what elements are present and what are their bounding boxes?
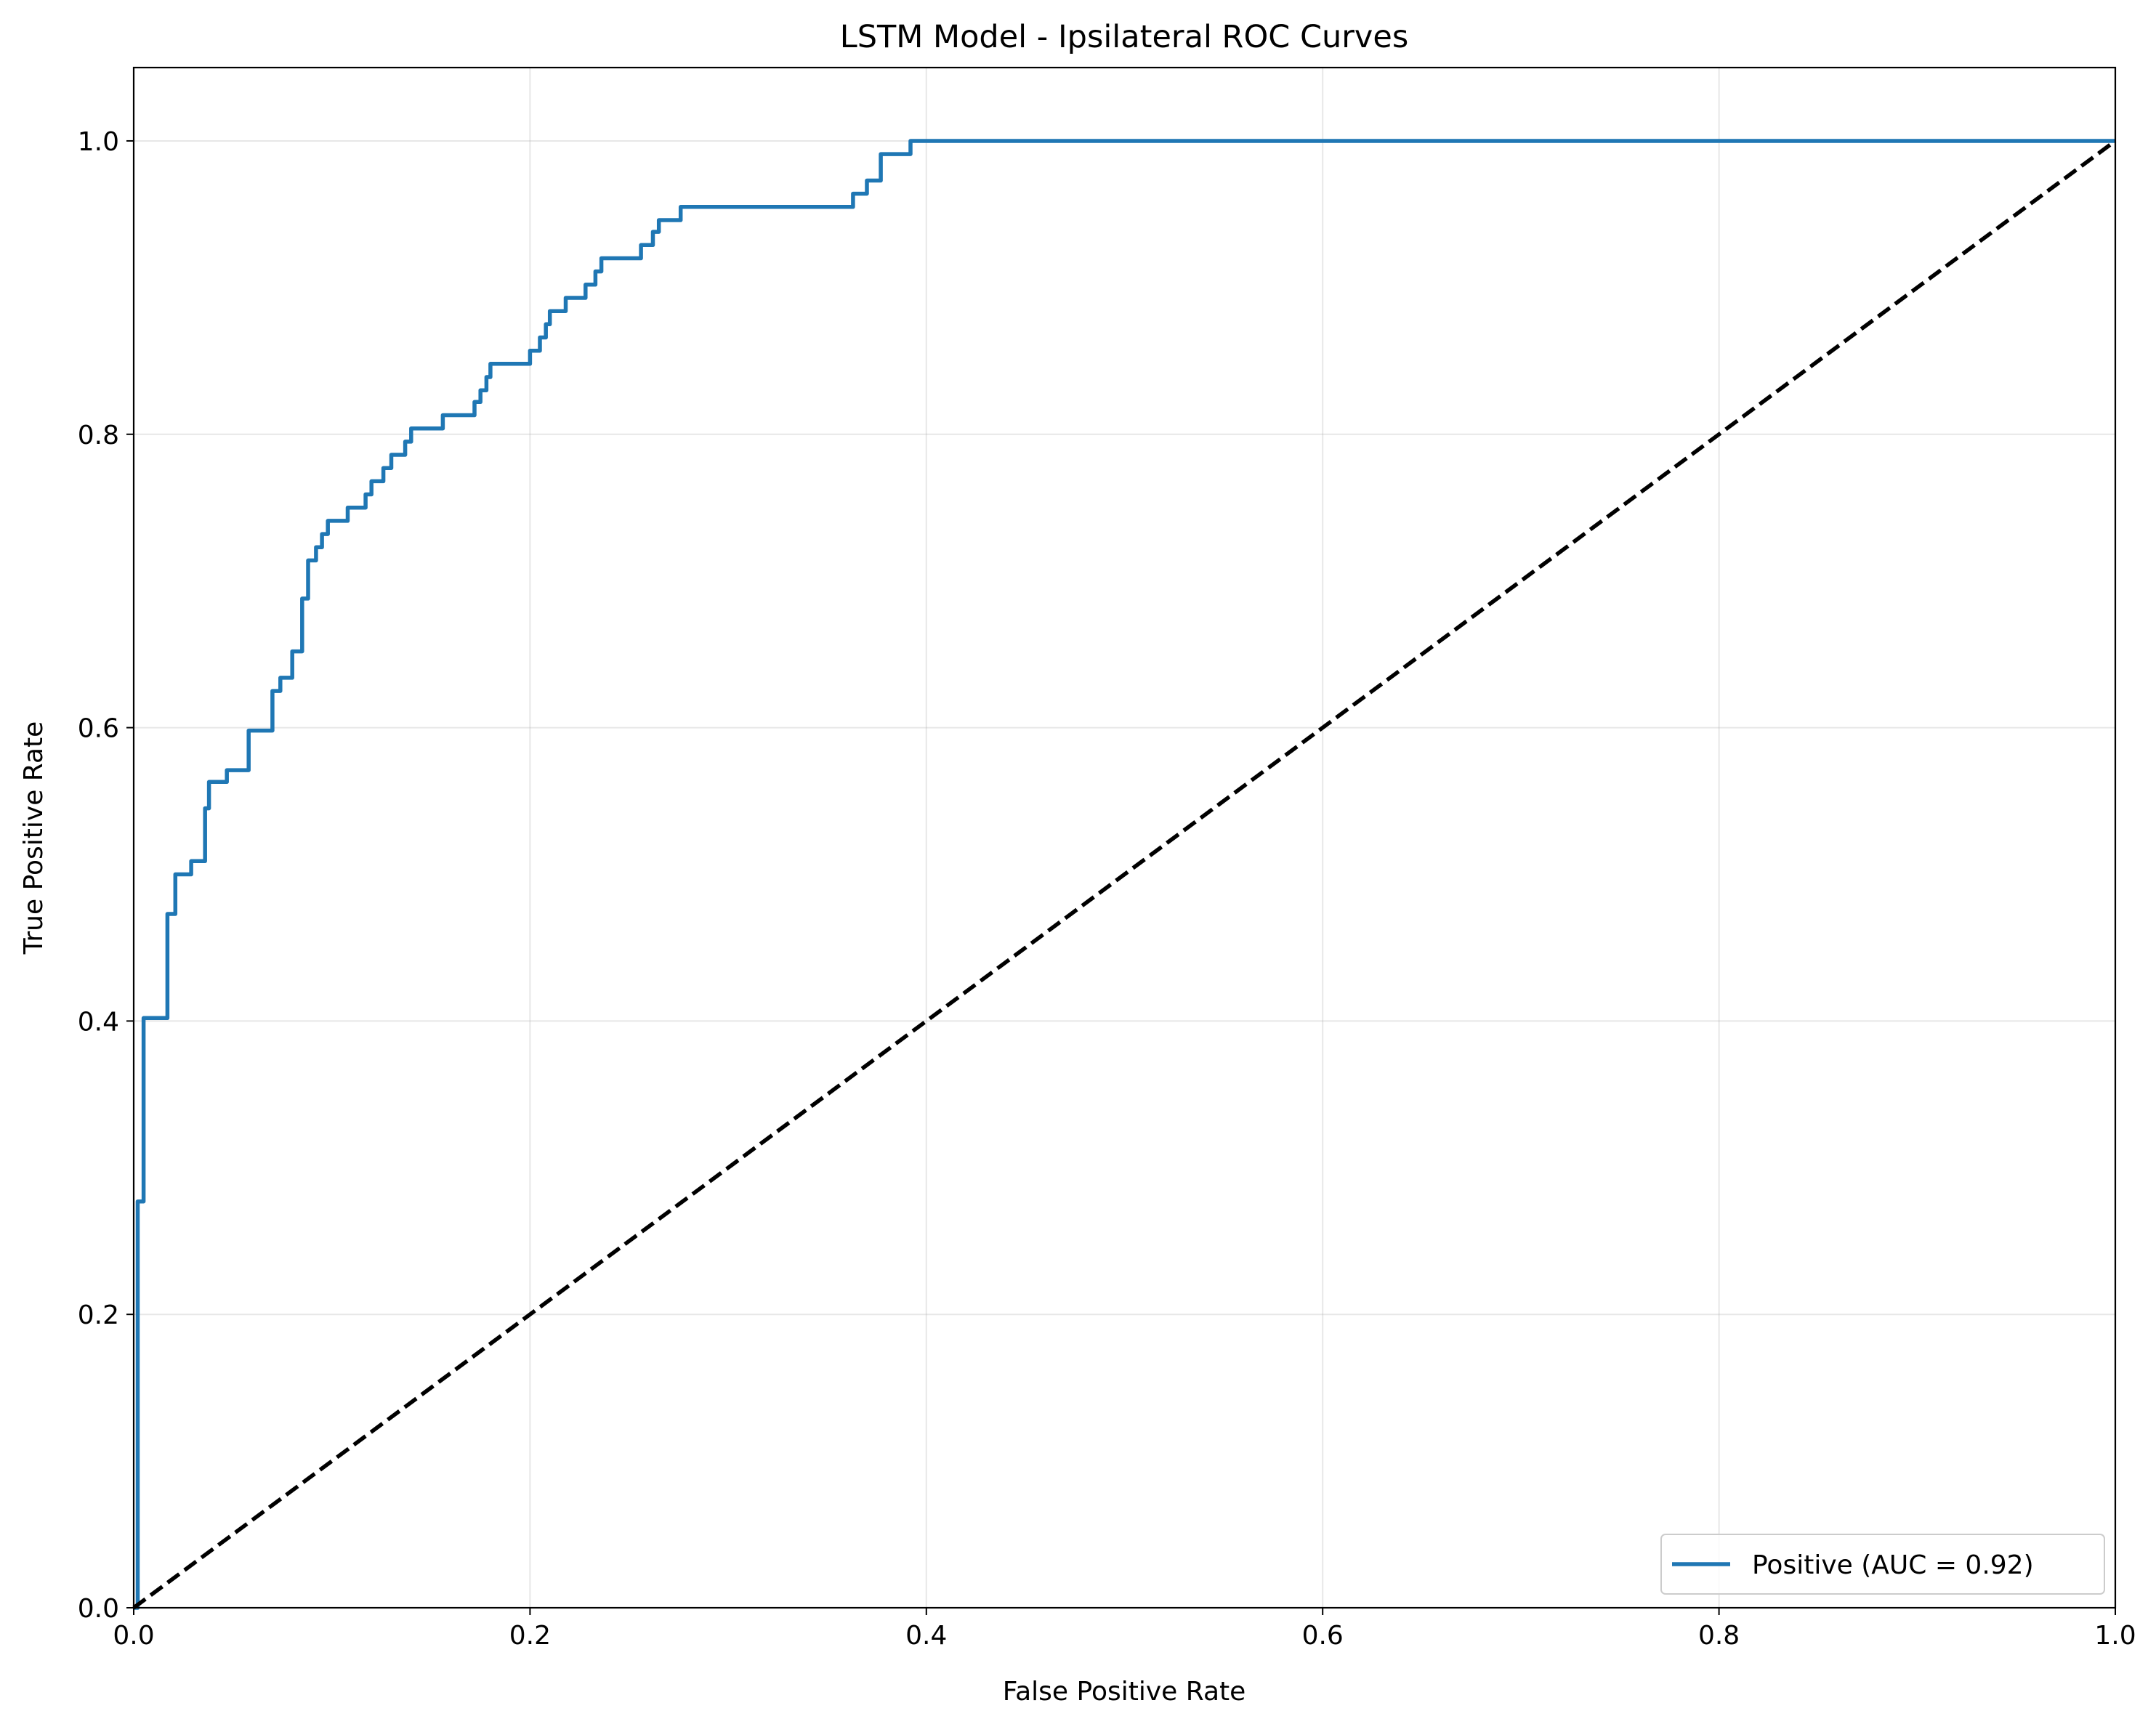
legend-box xyxy=(1660,1534,2105,1595)
y-tick-label-0: 0.0 xyxy=(78,1594,119,1624)
y-tick-label-5: 1.0 xyxy=(78,127,119,157)
x-tick-label-0: 0.0 xyxy=(113,1621,154,1651)
y-axis-label: True Positive Rate xyxy=(19,721,49,955)
chance-diagonal-line xyxy=(132,139,2117,1610)
x-tick-label-5: 1.0 xyxy=(2094,1621,2136,1651)
plot-frame xyxy=(132,66,2117,1609)
y-tick-label-4: 0.8 xyxy=(78,421,119,450)
x-tick-label-1: 0.2 xyxy=(509,1621,551,1651)
legend: Positive (AUC = 0.92) xyxy=(1660,1534,2105,1595)
x-tick-label-4: 0.8 xyxy=(1698,1621,1740,1651)
roc-curve-positive xyxy=(134,139,2115,1610)
x-axis-label: False Positive Rate xyxy=(1003,1677,1246,1707)
chart-title: LSTM Model - Ipsilateral ROC Curves xyxy=(840,19,1409,55)
y-tick-label-3: 0.6 xyxy=(78,714,119,744)
y-tick-label-1: 0.2 xyxy=(78,1300,119,1330)
x-tick-label-2: 0.4 xyxy=(905,1621,947,1651)
legend-label-positive: Positive (AUC = 0.92) xyxy=(1752,1550,2034,1580)
y-tick-label-2: 0.4 xyxy=(78,1007,119,1037)
axis-ticks: 0.0 0.2 0.4 0.6 0.8 1.0 0.0 0.2 0.4 0.6 0.8 1.0 xyxy=(78,127,2136,1651)
series-lines xyxy=(132,139,2117,1610)
x-tick-label-3: 0.6 xyxy=(1302,1621,1344,1651)
